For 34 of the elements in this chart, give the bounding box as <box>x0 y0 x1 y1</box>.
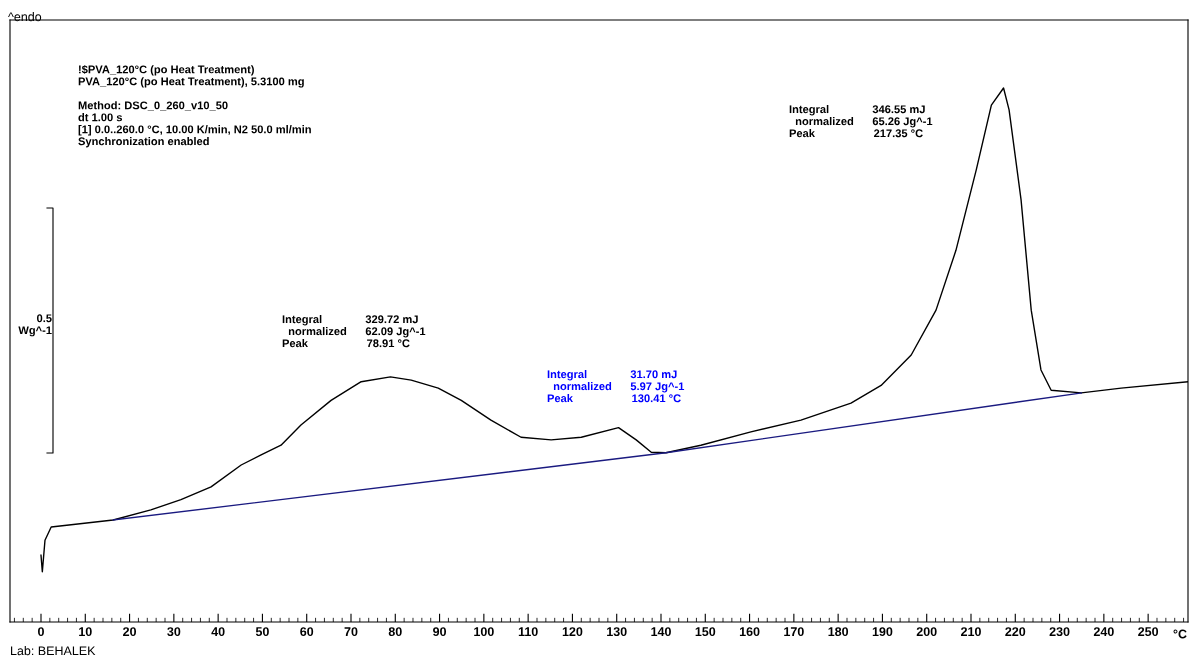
x-tick-label: 0 <box>38 627 44 637</box>
annotation: Integral 346.55 mJ normalized 65.26 Jg^-1 Peak 217.35 °C <box>789 105 933 138</box>
x-tick-label: 90 <box>433 627 447 637</box>
x-tick-label: 30 <box>167 627 181 637</box>
x-tick-label: 150 <box>695 627 716 637</box>
x-tick-label: 80 <box>388 627 402 637</box>
text: ^endo <box>8 12 42 22</box>
text: Lab: BEHALEK <box>11 646 96 656</box>
annotation: Integral 329.72 mJ normalized 62.09 Jg^-1 Peak 78.91 °C <box>282 315 426 348</box>
x-tick-label: 50 <box>255 627 269 637</box>
text: !$PVA_120°C (po Heat Treatment) PVA_120°C (po Heat Treatment), 5.3100 mg Method: DSC_0_260_v10_50 dt 1.00 s [1] 0.0..260.0 °C, 10.00 K/min, N2 50.0 ml/min Synchronization enabled <box>78 65 311 148</box>
x-axis-title: °C <box>1173 629 1187 639</box>
x-tick-label: 10 <box>79 627 92 637</box>
x-tick-label: 40 <box>211 627 225 637</box>
x-tick-label: 130 <box>607 627 627 637</box>
x-tick-label: 170 <box>784 627 804 637</box>
annotation: 0.5 Wg^-1 <box>18 314 52 337</box>
x-tick-label: 110 <box>518 627 538 637</box>
x-tick-label: 220 <box>1005 627 1026 637</box>
x-tick-label: 240 <box>1093 627 1114 637</box>
annotation: Integral 31.70 mJ normalized 5.97 Jg^-1 Peak 130.41 °C <box>547 370 685 403</box>
x-tick-label: 230 <box>1049 627 1070 637</box>
x-tick-label: 210 <box>961 627 981 637</box>
x-tick-label: 20 <box>123 627 137 637</box>
x-tick-label: 60 <box>300 627 314 637</box>
x-tick-label: 180 <box>828 627 849 637</box>
x-tick-label: 70 <box>344 627 358 637</box>
x-tick-label: 190 <box>872 627 893 637</box>
x-tick-label: 160 <box>739 627 760 637</box>
x-tick-label: 140 <box>651 627 671 637</box>
x-tick-label: 250 <box>1138 627 1159 637</box>
x-tick-label: 120 <box>562 627 583 637</box>
x-tick-label: 100 <box>474 627 494 637</box>
x-tick-label: 200 <box>916 627 937 637</box>
